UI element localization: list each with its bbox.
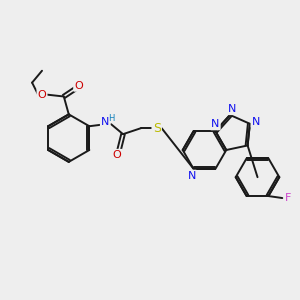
Text: O: O bbox=[74, 81, 83, 91]
Text: H: H bbox=[108, 114, 114, 123]
Text: F: F bbox=[285, 193, 291, 203]
Text: N: N bbox=[211, 119, 220, 129]
Text: O: O bbox=[113, 150, 122, 160]
Text: N: N bbox=[188, 171, 196, 181]
Text: S: S bbox=[153, 122, 161, 135]
Text: O: O bbox=[38, 89, 46, 100]
Text: N: N bbox=[101, 117, 110, 127]
Text: N: N bbox=[252, 117, 260, 127]
Text: N: N bbox=[228, 104, 236, 114]
